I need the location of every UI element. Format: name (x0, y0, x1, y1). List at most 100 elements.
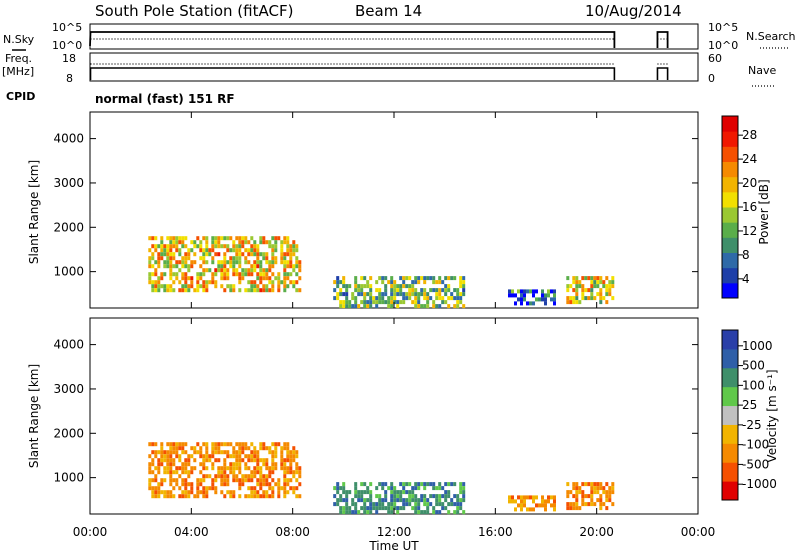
data-cell (226, 244, 230, 249)
data-cell (259, 252, 263, 257)
data-cell (366, 280, 370, 285)
data-cell (172, 458, 176, 463)
y-tick-label: 2000 (53, 426, 84, 440)
data-cell (459, 486, 463, 491)
data-cell (553, 301, 556, 306)
data-cell (262, 494, 266, 499)
data-cell (277, 442, 281, 447)
data-cell (253, 450, 257, 455)
data-cell (339, 506, 343, 511)
data-cell (160, 446, 164, 451)
data-cell (283, 490, 287, 495)
data-cell (148, 462, 152, 467)
data-cell (357, 304, 361, 309)
data-cell (553, 293, 556, 298)
data-cell (596, 486, 600, 491)
data-cell (432, 300, 436, 305)
data-cell (274, 260, 278, 265)
data-cell (148, 276, 152, 281)
data-cell (298, 466, 302, 471)
data-cell (196, 482, 200, 487)
data-cell (508, 293, 511, 298)
data-cell (405, 296, 409, 301)
data-cell (411, 280, 415, 285)
data-cell (229, 490, 233, 495)
data-cell (369, 292, 373, 297)
data-cell (181, 466, 185, 471)
data-cell (160, 442, 164, 447)
data-cell (166, 450, 170, 455)
data-cell (196, 494, 200, 499)
data-cell (274, 450, 278, 455)
data-cell (441, 506, 445, 511)
data-cell (160, 458, 164, 463)
data-cell (438, 288, 442, 293)
data-cell (393, 486, 397, 491)
data-cell (569, 300, 573, 305)
data-cell (211, 454, 215, 459)
data-cell (357, 510, 361, 515)
data-cell (208, 252, 212, 257)
data-cell (175, 264, 179, 269)
data-cell (402, 284, 406, 289)
data-cell (178, 486, 182, 491)
data-cell (283, 256, 287, 261)
data-cell (605, 300, 609, 305)
data-cell (226, 474, 230, 479)
data-cell (232, 260, 236, 265)
data-cell (244, 240, 248, 245)
data-cell (417, 292, 421, 297)
data-cell (602, 296, 606, 301)
data-cell (241, 252, 245, 257)
data-cell (202, 272, 206, 277)
data-cell (295, 466, 299, 471)
data-cell (405, 482, 409, 487)
data-cell (396, 494, 400, 499)
data-cell (608, 288, 612, 293)
data-cell (541, 503, 544, 508)
data-cell (408, 494, 412, 499)
data-cell (220, 264, 224, 269)
data-cell (175, 244, 179, 249)
data-cell (205, 288, 209, 293)
data-cell (271, 256, 275, 261)
data-cell (345, 494, 349, 499)
data-cell (226, 478, 230, 483)
data-cell (253, 446, 257, 451)
data-cell (566, 300, 570, 305)
data-cell (211, 272, 215, 277)
data-cell (217, 260, 221, 265)
freq-tick-bottom: 8 (66, 72, 73, 85)
data-cell (520, 503, 523, 508)
data-cell (184, 490, 188, 495)
data-cell (172, 486, 176, 491)
data-cell (447, 482, 451, 487)
data-cell (166, 494, 170, 499)
data-cell (169, 458, 173, 463)
data-cell (336, 292, 340, 297)
data-cell (526, 289, 529, 294)
data-cell (211, 244, 215, 249)
data-cell (226, 284, 230, 289)
data-cell (163, 284, 167, 289)
data-cell (381, 280, 385, 285)
data-cell (250, 486, 254, 491)
data-cell (190, 264, 194, 269)
data-cell (235, 462, 239, 467)
data-cell (244, 256, 248, 261)
data-cell (169, 494, 173, 499)
data-cell (148, 260, 152, 265)
colorbar-cell (722, 161, 738, 178)
data-cell (178, 474, 182, 479)
data-cell (271, 280, 275, 285)
data-cell (178, 454, 182, 459)
data-cell (429, 296, 433, 301)
data-cell (178, 466, 182, 471)
data-cell (336, 482, 340, 487)
freq-tick-top: 18 (62, 52, 76, 65)
cpid-text: normal (fast) 151 RF (95, 92, 235, 106)
y-tick-label: 4000 (53, 338, 84, 352)
data-cell (378, 502, 382, 507)
data-cell (602, 490, 606, 495)
data-cell (187, 252, 191, 257)
